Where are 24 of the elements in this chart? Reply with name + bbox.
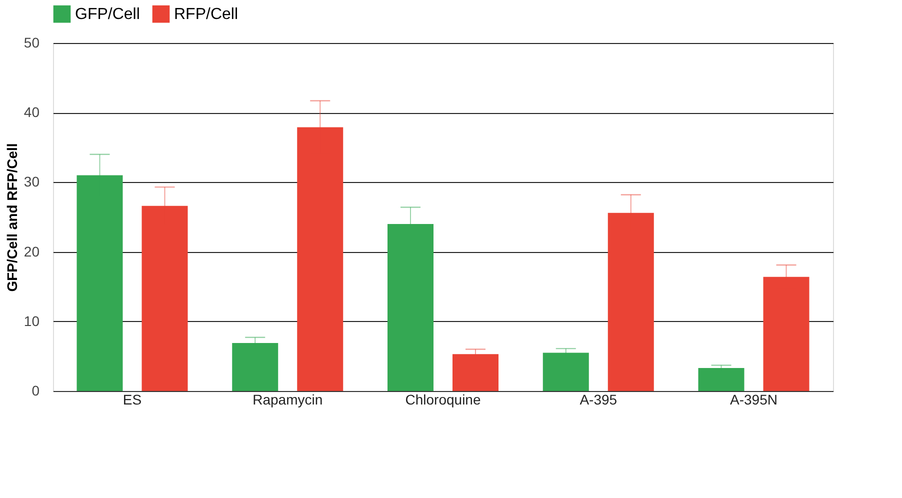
y-tick-label: 10 [24, 312, 40, 329]
bar [76, 175, 123, 391]
x-tick-label: A-395N [730, 392, 778, 408]
y-tick-label: 40 [24, 104, 40, 120]
x-tick-label: ES [122, 392, 142, 408]
y-tick-label: 50 [24, 34, 40, 50]
bar [232, 342, 278, 391]
x-tick-label: Rapamycin [252, 392, 323, 408]
bar [608, 212, 654, 391]
y-axis-title: GFP/Cell and RFP/Cell [4, 143, 20, 292]
legend-label: RFP/Cell [174, 6, 238, 24]
legend-label: GFP/Cell [75, 6, 140, 24]
bar [542, 352, 589, 391]
bar [142, 206, 188, 391]
bar [698, 368, 744, 391]
bar [387, 224, 434, 391]
y-tick-label: 20 [24, 243, 40, 260]
x-tick-label: A-395 [580, 392, 618, 408]
y-tick-label: 30 [24, 174, 40, 190]
bar [452, 354, 499, 391]
y-tick-label: 0 [32, 382, 40, 398]
bar [297, 127, 344, 391]
bar [763, 276, 810, 391]
x-tick-label: Chloroquine [405, 392, 481, 408]
